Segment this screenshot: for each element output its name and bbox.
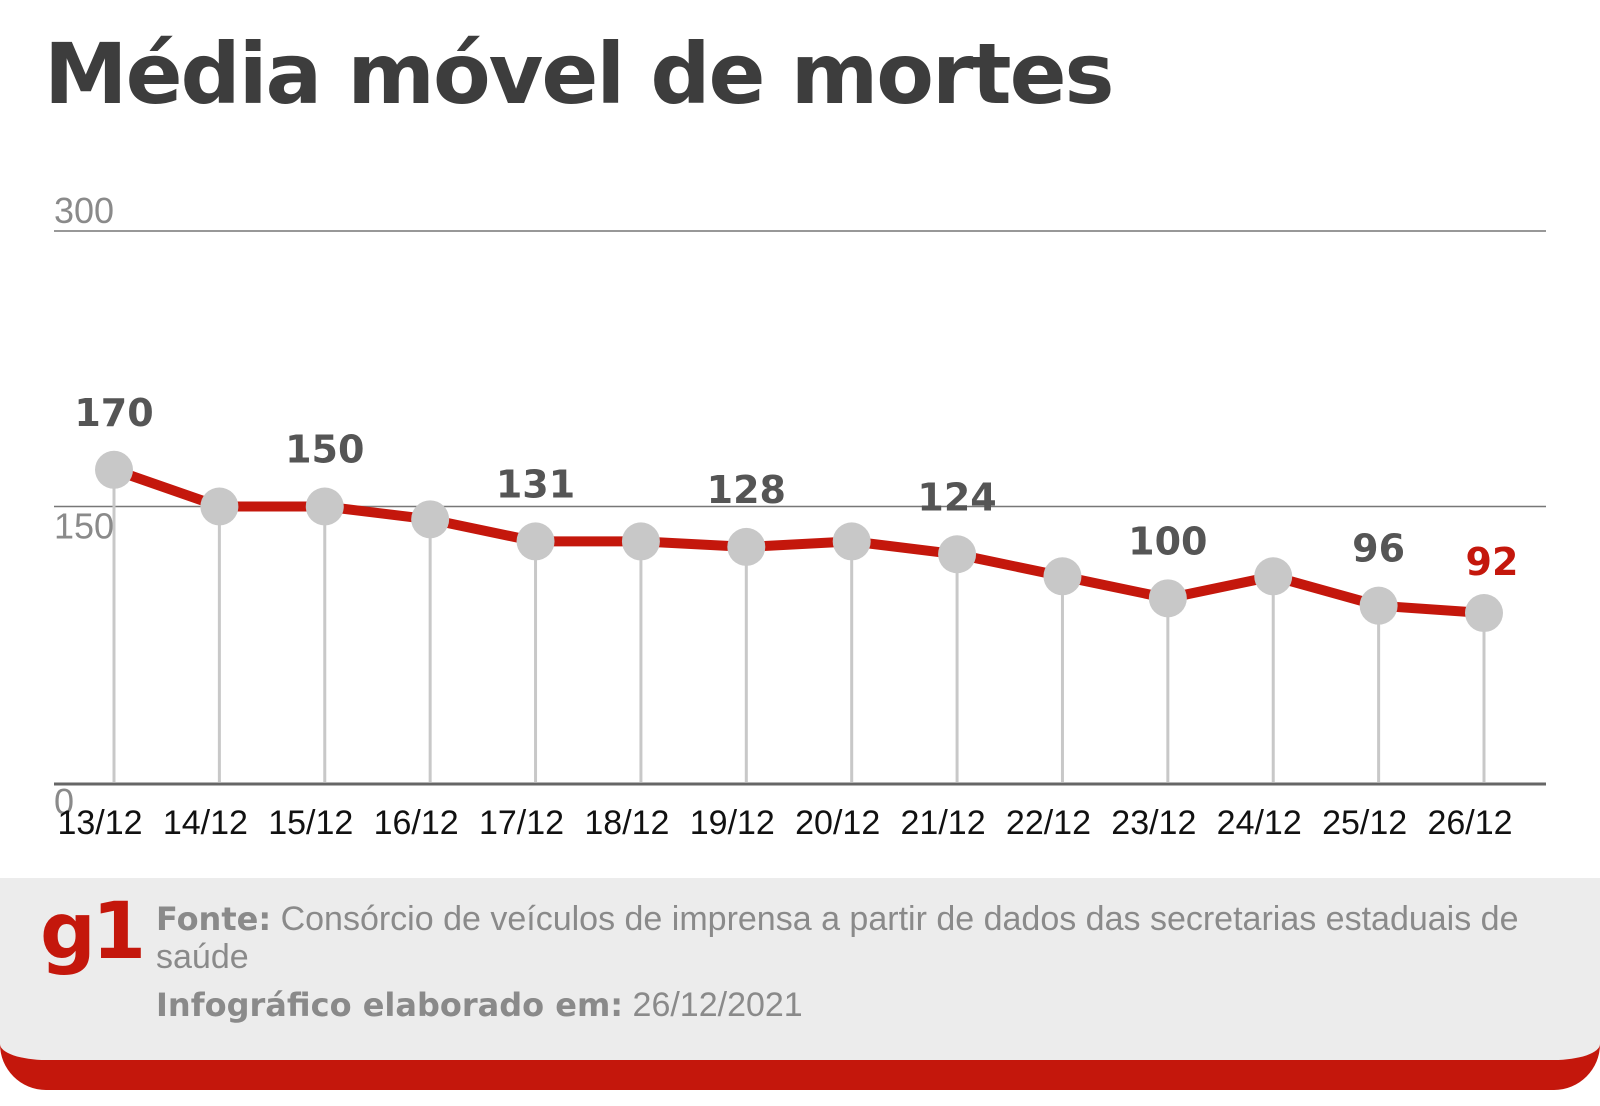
data-label: 131 [496,462,575,506]
x-tick-label: 18/12 [584,804,669,842]
x-tick-label: 14/12 [163,804,248,842]
data-point [727,527,766,566]
x-tick-label: 26/12 [1427,804,1512,842]
x-tick-label: 19/12 [690,804,775,842]
data-point [1148,579,1187,618]
date-text: 26/12/2021 [623,986,803,1024]
x-tick-label: 24/12 [1217,804,1302,842]
point-stems [112,469,1486,782]
source-note: Fonte: Consórcio de veículos de imprensa… [156,900,1576,976]
x-tick-label: 25/12 [1322,804,1407,842]
chart-title: Média móvel de mortes [44,25,1115,123]
data-label: 150 [285,428,364,472]
footer-notes: Fonte: Consórcio de veículos de imprensa… [156,900,1576,1024]
y-tick-label: 0 [54,781,74,822]
g1-logo: g1 [40,887,146,977]
data-label: 124 [917,475,996,519]
axis-labels: 0 150 300 13/12 14/12 15/12 16/12 17/12 18/12 19/… [54,190,1513,842]
source-text: Consórcio de veículos de imprensa a part… [156,900,1519,976]
data-point [516,522,555,561]
data-points [95,450,1503,633]
source-label: Fonte: [156,900,272,938]
data-point [621,522,660,561]
data-point [200,487,239,526]
data-point [95,450,133,489]
data-labels: 170 150 131 128 124 100 96 92 [74,391,1518,584]
x-tick-label: 13/12 [57,804,142,842]
data-point [411,500,450,539]
x-tick-label: 21/12 [901,804,986,842]
y-tick-label: 150 [54,506,114,547]
x-tick-label: 17/12 [479,804,564,842]
data-point [1465,594,1503,633]
x-tick-label: 16/12 [374,804,459,842]
data-label: 96 [1352,527,1405,571]
data-point [1043,557,1082,596]
footer: g1 Fonte: Consórcio de veículos de impre… [0,878,1600,1090]
line-chart: 170 150 131 128 124 100 96 92 0 150 300 13/12 14/12… [54,190,1546,842]
data-point [832,522,871,561]
data-point [1254,557,1293,596]
x-tick-label: 20/12 [795,804,880,842]
y-tick-label: 300 [54,190,114,231]
x-tick-label: 23/12 [1111,804,1196,842]
data-label: 92 [1466,540,1519,584]
x-tick-label: 15/12 [268,804,353,842]
data-label: 170 [74,391,153,435]
date-note: Infográfico elaborado em: 26/12/2021 [156,986,1576,1024]
x-tick-label: 22/12 [1006,804,1091,842]
data-label: 128 [707,468,786,512]
data-point [1359,586,1398,625]
data-point [305,487,344,526]
date-label: Infográfico elaborado em: [156,986,624,1024]
data-point [938,535,977,574]
data-label: 100 [1128,519,1207,563]
